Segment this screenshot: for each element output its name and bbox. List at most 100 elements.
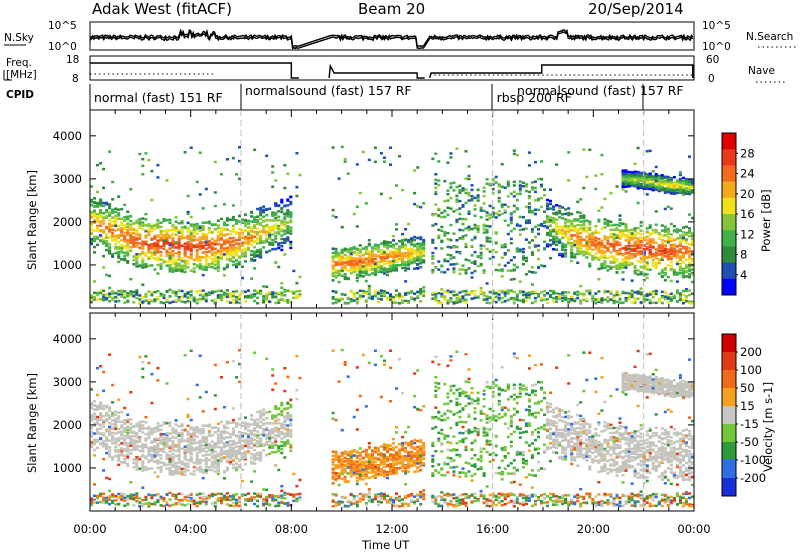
power-cell	[337, 252, 341, 256]
power-cell	[156, 163, 160, 167]
power-cell	[228, 240, 232, 243]
power-cell	[633, 269, 637, 273]
power-cell	[358, 244, 362, 247]
power-cell	[392, 259, 396, 263]
power-cell	[509, 259, 513, 262]
power-cell	[594, 231, 598, 234]
power-cell	[244, 238, 248, 241]
power-cell	[379, 291, 383, 295]
power-cell	[627, 247, 631, 250]
power-cell	[231, 227, 235, 230]
power-cell	[518, 180, 522, 183]
power-cell	[530, 186, 534, 189]
power-cell	[645, 246, 649, 249]
power-cell	[373, 260, 377, 264]
power-cell	[280, 198, 284, 202]
power-cell	[192, 226, 196, 229]
power-cell	[627, 252, 631, 256]
power-cell	[90, 228, 94, 231]
power-cell	[416, 242, 420, 246]
colorbar-tick-label: 12	[740, 227, 755, 241]
power-cell	[147, 158, 151, 162]
power-cell	[174, 241, 178, 244]
power-cell	[195, 298, 199, 302]
power-cell	[364, 300, 368, 304]
power-cell	[96, 293, 100, 297]
power-cell	[567, 213, 571, 217]
power-cell	[410, 291, 414, 294]
power-cell	[102, 222, 106, 225]
power-cell	[497, 209, 501, 213]
power-cell	[382, 160, 386, 163]
power-cell	[168, 270, 172, 273]
power-cell	[669, 183, 673, 187]
power-cell	[570, 298, 574, 301]
power-cell	[358, 266, 362, 269]
power-cell	[666, 184, 670, 188]
power-cell	[612, 223, 616, 227]
power-cell	[455, 262, 459, 266]
power-cell	[198, 293, 202, 297]
power-cell	[180, 229, 184, 232]
power-cell	[231, 204, 235, 207]
power-cell	[543, 225, 547, 228]
power-cell	[244, 295, 248, 299]
power-cell	[283, 217, 287, 221]
power-cell	[555, 237, 559, 240]
power-cell	[603, 218, 607, 221]
power-cell	[678, 244, 682, 247]
power-cell	[352, 295, 356, 298]
power-cell	[678, 234, 682, 237]
power-cell	[530, 230, 534, 233]
power-cell	[512, 256, 516, 259]
power-cell	[527, 190, 531, 194]
power-cell	[401, 252, 405, 256]
power-cell	[440, 270, 444, 274]
power-cell	[195, 227, 199, 231]
velocity-cell	[90, 403, 94, 407]
power-cell	[117, 255, 121, 258]
power-cell	[256, 296, 260, 300]
power-cell	[204, 255, 208, 259]
power-cell	[349, 257, 353, 260]
power-cell	[684, 275, 688, 278]
power-cell	[280, 297, 284, 301]
power-cell	[271, 227, 275, 231]
power-cell	[153, 251, 157, 255]
cpid-label: CPID	[6, 89, 34, 101]
power-cell	[594, 252, 598, 255]
power-cell	[174, 294, 178, 297]
power-cell	[615, 251, 619, 254]
power-cell	[470, 261, 474, 264]
power-cell	[216, 269, 220, 273]
power-cell	[256, 233, 260, 236]
power-cell	[648, 291, 652, 294]
noise-left-label: N.Sky	[4, 32, 34, 44]
power-cell	[147, 251, 151, 254]
power-cell	[343, 293, 347, 296]
power-cell	[669, 292, 673, 296]
power-cell	[222, 295, 226, 299]
power-cell	[171, 252, 175, 256]
power-cell	[672, 254, 676, 258]
power-cell	[515, 192, 519, 196]
power-cell	[250, 236, 254, 239]
power-cell	[552, 236, 556, 239]
power-cell	[379, 256, 383, 260]
power-cell	[207, 263, 211, 266]
power-cell	[186, 244, 190, 247]
power-cell	[540, 183, 544, 187]
power-cell	[102, 201, 106, 205]
power-cell	[416, 236, 420, 240]
power-cell	[549, 188, 553, 191]
power-cell	[473, 293, 477, 296]
power-cell	[681, 186, 685, 189]
power-cell	[180, 221, 184, 225]
power-cell	[440, 211, 444, 215]
power-cell	[198, 229, 202, 232]
velocity-cell	[93, 404, 97, 407]
power-cell	[524, 227, 528, 230]
power-cell	[108, 211, 112, 215]
power-cell	[364, 261, 368, 265]
power-cell	[688, 289, 692, 292]
